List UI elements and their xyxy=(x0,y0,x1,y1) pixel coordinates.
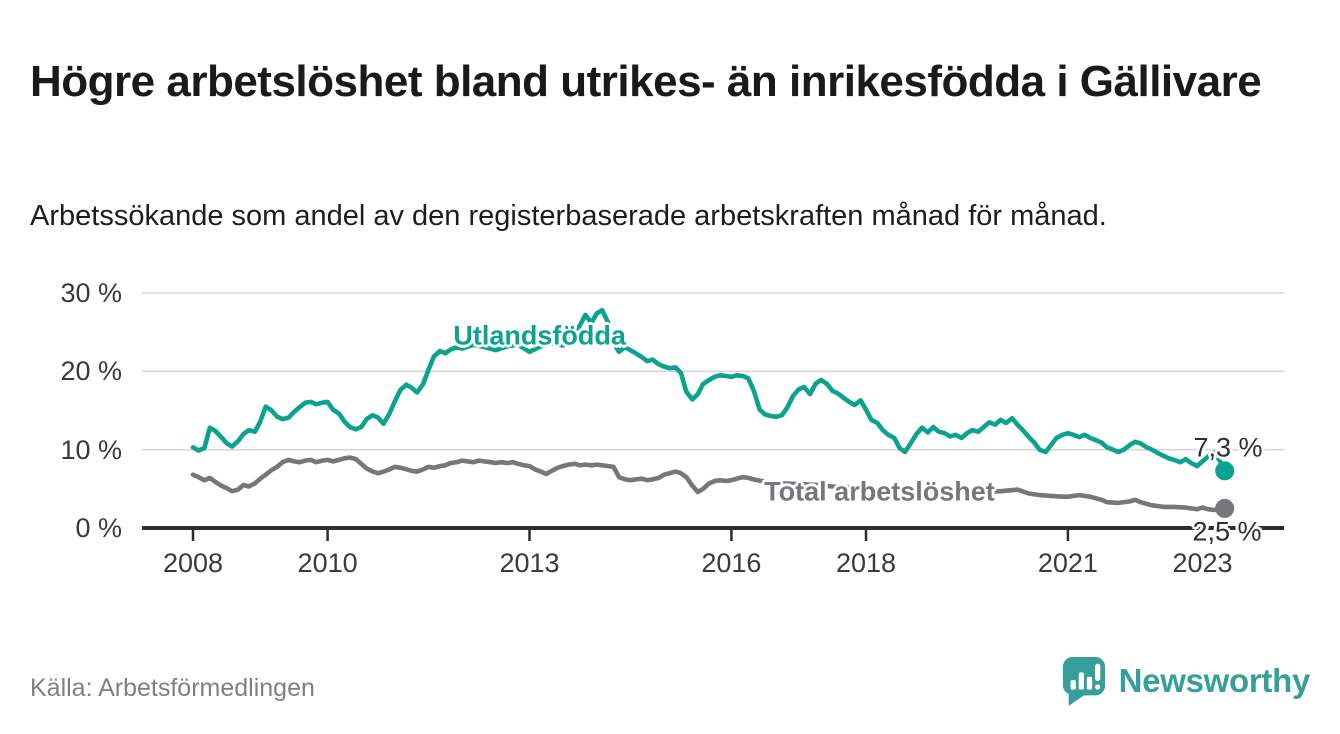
end-value-label-total: 2,5 % xyxy=(1192,516,1262,547)
x-tick-label: 2013 xyxy=(499,548,560,578)
x-tick-label: 2010 xyxy=(297,548,358,578)
y-tick-label: 0 % xyxy=(75,513,122,543)
y-tick-label: 20 % xyxy=(60,356,122,387)
y-tick-label: 30 % xyxy=(60,278,122,308)
newsworthy-logo[interactable]: Newsworthy xyxy=(1061,656,1310,706)
page-title: Högre arbetslöshet bland utrikes- än inr… xyxy=(30,57,1262,107)
source-attribution: Källa: Arbetsförmedlingen xyxy=(30,674,315,702)
page-subtitle: Arbetssökande som andel av den registerb… xyxy=(30,200,1107,232)
x-tick-label: 2023 xyxy=(1172,548,1233,578)
series-line-0 xyxy=(190,307,1227,474)
series-end-dot-1 xyxy=(1215,498,1235,518)
x-tick-label: 2021 xyxy=(1037,548,1098,578)
x-tick-label: 2008 xyxy=(162,548,224,578)
newsworthy-logo-text: Newsworthy xyxy=(1118,662,1311,699)
x-tick-label: 2016 xyxy=(701,548,762,578)
y-tick-label: 10 % xyxy=(60,434,122,465)
series-label-total-arbetsloshet: Total arbetslöshet xyxy=(764,476,995,507)
end-value-label-utlandsfodda: 7,3 % xyxy=(1193,432,1263,463)
x-tick-label: 2018 xyxy=(835,548,897,578)
bar-chart-speech-bubble-icon xyxy=(1061,656,1107,706)
series-line-1 xyxy=(190,455,1227,513)
series-label-utlandsfodda: Utlandsfödda xyxy=(453,320,626,351)
series-end-dot-0 xyxy=(1215,461,1235,481)
